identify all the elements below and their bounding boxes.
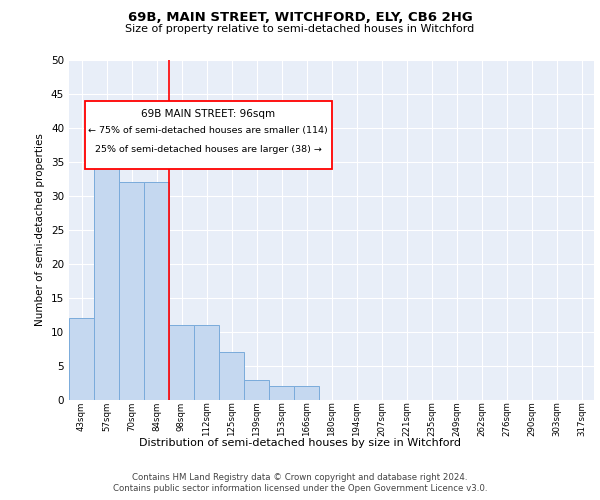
Text: Contains HM Land Registry data © Crown copyright and database right 2024.: Contains HM Land Registry data © Crown c…	[132, 472, 468, 482]
Bar	[169, 325, 194, 400]
Text: Distribution of semi-detached houses by size in Witchford: Distribution of semi-detached houses by …	[139, 438, 461, 448]
Y-axis label: Number of semi-detached properties: Number of semi-detached properties	[35, 134, 46, 326]
Text: 69B, MAIN STREET, WITCHFORD, ELY, CB6 2HG: 69B, MAIN STREET, WITCHFORD, ELY, CB6 2H…	[128, 11, 472, 24]
Bar	[294, 386, 319, 400]
Bar	[144, 182, 169, 400]
Bar	[269, 386, 294, 400]
Bar	[219, 352, 244, 400]
FancyBboxPatch shape	[85, 101, 331, 169]
Text: 25% of semi-detached houses are larger (38) →: 25% of semi-detached houses are larger (…	[95, 145, 322, 154]
Text: ← 75% of semi-detached houses are smaller (114): ← 75% of semi-detached houses are smalle…	[88, 126, 328, 136]
Bar	[69, 318, 94, 400]
Text: Contains public sector information licensed under the Open Government Licence v3: Contains public sector information licen…	[113, 484, 487, 493]
Bar	[94, 121, 119, 400]
Text: 69B MAIN STREET: 96sqm: 69B MAIN STREET: 96sqm	[141, 110, 275, 120]
Bar	[194, 325, 219, 400]
Bar	[119, 182, 144, 400]
Text: Size of property relative to semi-detached houses in Witchford: Size of property relative to semi-detach…	[125, 24, 475, 34]
Bar	[244, 380, 269, 400]
